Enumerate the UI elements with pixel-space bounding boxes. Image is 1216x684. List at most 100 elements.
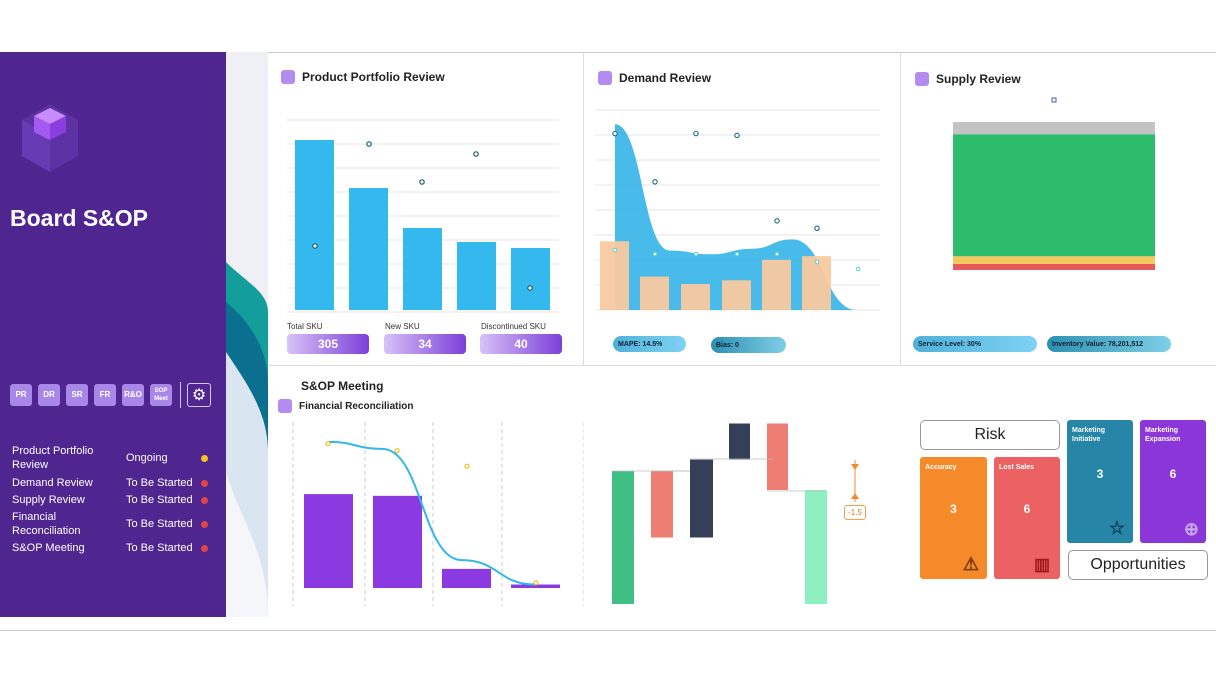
panel-title-text: Financial Reconciliation: [299, 400, 414, 412]
marker-point: [652, 179, 658, 185]
kpi-new-sku[interactable]: 34: [384, 334, 466, 354]
status-row[interactable]: S&OP Meeting To Be Started: [12, 541, 217, 558]
kpi-label: New SKU: [385, 322, 420, 331]
marker-point: [774, 251, 780, 257]
tile-title: Accuracy: [925, 464, 957, 471]
demand-area: [615, 124, 857, 311]
tile-value: 6: [1169, 467, 1177, 481]
chip-pr[interactable]: PR: [10, 384, 32, 406]
stack-segment: [953, 134, 1155, 257]
bar: [295, 140, 334, 310]
waterfall-bar: [767, 423, 788, 490]
marker-point: [312, 243, 318, 249]
panel-marker: [278, 399, 292, 413]
marker-point: [693, 130, 699, 137]
tile-marketing-initiative[interactable]: Marketing Initiative 3 ☆: [1067, 420, 1133, 543]
marker-point: [734, 132, 740, 139]
waterfall-bar: [612, 471, 634, 604]
tile-marketing-expansion[interactable]: Marketing Expansion 6 ⊕: [1140, 420, 1206, 543]
tile-lost-sales[interactable]: Lost Sales 6 ▥: [994, 457, 1060, 579]
bar: [349, 188, 388, 310]
status-dot: [201, 521, 208, 528]
status-row[interactable]: Financial Reconciliation To Be Started: [12, 510, 217, 541]
marker-point: [366, 141, 372, 147]
panel-title-text: Supply Review: [936, 72, 1021, 86]
tile-title: Lost Sales: [999, 464, 1035, 471]
panel-title-ppr[interactable]: Product Portfolio Review: [281, 70, 445, 84]
status-name: Financial Reconciliation: [12, 511, 81, 537]
bar: [802, 256, 831, 310]
status-name: Supply Review: [12, 494, 85, 506]
status-row[interactable]: Supply Review To Be Started: [12, 493, 217, 510]
panel-marker: [598, 71, 612, 85]
supply-stacked-bar: [953, 97, 1155, 270]
panel-title-fr[interactable]: Financial Reconciliation: [278, 399, 413, 413]
bar: [457, 242, 496, 310]
waterfall-bar: [690, 459, 713, 538]
chip-divider: [180, 382, 181, 408]
tag-bias: Bias: 0: [711, 337, 786, 353]
chip-dr[interactable]: DR: [38, 384, 60, 406]
bar: [640, 276, 669, 310]
panel-marker: [281, 70, 295, 84]
status-dot: [201, 455, 208, 462]
waterfall-bar: [805, 490, 827, 604]
divider: [900, 52, 901, 365]
waterfall-annotation: -1.5: [844, 505, 866, 520]
bar: [511, 584, 560, 588]
sidebar: Board S&OP PR DR SR FR R&O SOP Meet ⚙ Pr…: [0, 52, 226, 617]
kpi-label: Total SKU: [287, 322, 323, 331]
marker-point: [814, 225, 820, 232]
marker-point: [612, 247, 618, 253]
bar: [511, 248, 550, 310]
bar: [304, 494, 353, 588]
gear-icon[interactable]: ⚙: [187, 383, 211, 407]
status-row[interactable]: Product Portfolio Review Ongoing: [12, 444, 217, 476]
marker-point: [774, 218, 780, 224]
kpi-label: Discontinued SKU: [481, 322, 546, 331]
marker-point: [814, 259, 820, 265]
chip-ro[interactable]: R&O: [122, 384, 144, 406]
financial-chart: [292, 422, 560, 606]
panel-title-dr[interactable]: Demand Review: [598, 71, 711, 85]
status-list: Product Portfolio Review Ongoing Demand …: [12, 444, 217, 558]
status-value: To Be Started: [126, 518, 193, 530]
kpi-total-sku[interactable]: 305: [287, 334, 369, 354]
marker-point: [473, 151, 479, 157]
risk-label[interactable]: Risk: [920, 420, 1060, 450]
tag-mape: MAPE: 14.5%: [613, 336, 686, 352]
status-row[interactable]: Demand Review To Be Started: [12, 476, 217, 493]
chip-sr[interactable]: SR: [66, 384, 88, 406]
marker-point: [855, 266, 861, 272]
opportunities-label[interactable]: Opportunities: [1068, 550, 1208, 580]
trend-line: [328, 440, 536, 586]
nav-chips: PR DR SR FR R&O SOP Meet ⚙: [10, 382, 211, 408]
bar: [600, 241, 629, 310]
marker-point: [419, 179, 425, 185]
status-dot: [201, 480, 208, 487]
tag-service-level: Service Level: 30%: [913, 336, 1037, 352]
section-title: S&OP Meeting: [301, 379, 384, 393]
plus-circle-icon: ⊕: [1183, 519, 1199, 539]
kpi-discontinued-sku[interactable]: 40: [480, 334, 562, 354]
stack-segment: [953, 122, 1155, 135]
chip-sop-meet[interactable]: SOP Meet: [150, 384, 172, 406]
panel-title-text: Product Portfolio Review: [302, 70, 445, 84]
marker-point: [734, 251, 740, 257]
chip-fr[interactable]: FR: [94, 384, 116, 406]
panel-marker: [915, 72, 929, 86]
tile-title: Marketing Expansion: [1145, 427, 1181, 443]
ppr-bar-chart: [287, 119, 559, 313]
status-name: Demand Review: [12, 477, 93, 489]
status-dot: [201, 497, 208, 504]
tile-title: Marketing Initiative: [1072, 427, 1106, 443]
waterfall-bar: [651, 471, 673, 538]
annotation-arrow: [851, 464, 859, 470]
panel-title-sr[interactable]: Supply Review: [915, 72, 1021, 86]
warning-icon: ⚠: [962, 554, 979, 574]
tile-value: 6: [1023, 502, 1031, 516]
status-dot: [201, 545, 208, 552]
status-value: Ongoing: [126, 452, 168, 464]
bottom-border: [0, 630, 1216, 631]
tile-accuracy[interactable]: Accuracy 3 ⚠: [920, 457, 987, 579]
